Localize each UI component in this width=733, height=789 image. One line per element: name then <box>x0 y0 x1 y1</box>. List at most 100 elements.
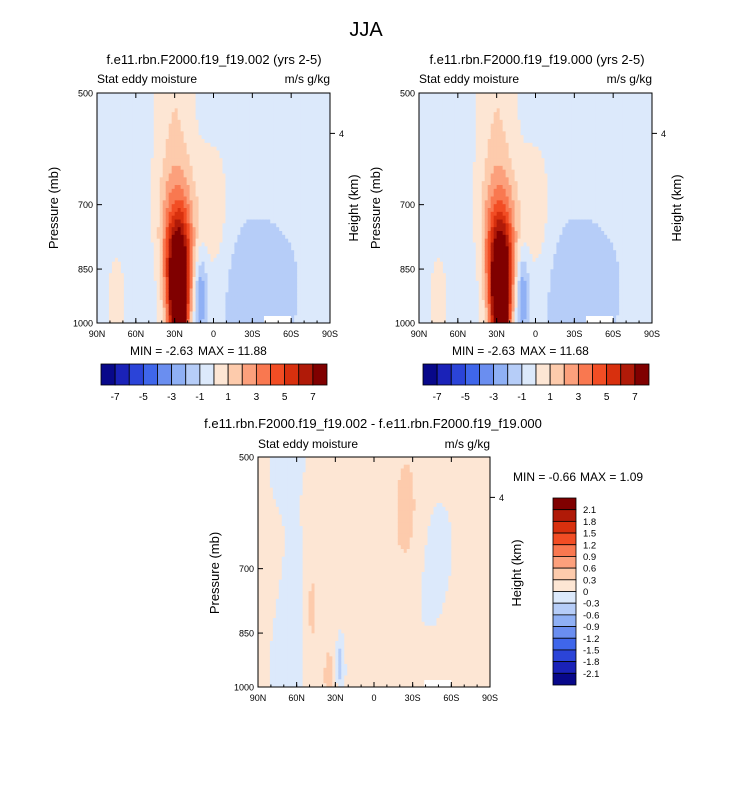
heatmap-cell <box>106 189 109 193</box>
heatmap-cell <box>294 227 297 231</box>
heatmap-cell <box>97 312 100 316</box>
heatmap-cell <box>184 131 187 135</box>
heatmap-cell <box>133 281 136 285</box>
heatmap-cell <box>303 266 306 270</box>
heatmap-cell <box>175 243 178 247</box>
heatmap-cell <box>127 216 130 220</box>
heatmap-cell <box>100 197 103 201</box>
heatmap-cell <box>240 139 243 143</box>
heatmap-cell <box>237 262 240 266</box>
heatmap-cell <box>267 170 270 174</box>
heatmap-cell <box>148 308 151 312</box>
heatmap-cell <box>222 204 225 208</box>
heatmap-cell <box>428 143 431 147</box>
heatmap-cell <box>211 269 214 273</box>
heatmap-cell <box>225 131 228 135</box>
heatmap-cell <box>267 273 270 277</box>
heatmap-cell <box>321 181 324 185</box>
heatmap-cell <box>208 131 211 135</box>
heatmap-cell <box>312 315 315 319</box>
heatmap-cell <box>273 185 276 189</box>
heatmap-cell <box>225 308 228 312</box>
heatmap-cell <box>193 296 196 300</box>
heatmap-cell <box>196 246 199 250</box>
y-tick-label: 1000 <box>73 319 93 329</box>
heatmap-cell <box>127 273 130 277</box>
heatmap-cell <box>300 120 303 124</box>
heatmap-cell <box>205 131 208 135</box>
heatmap-cell <box>130 197 133 201</box>
heatmap-cell <box>145 254 148 258</box>
heatmap-cell <box>145 231 148 235</box>
heatmap-cell <box>309 108 312 112</box>
heatmap-cell <box>282 105 285 109</box>
heatmap-cell <box>261 120 264 124</box>
heatmap-cell <box>118 101 121 105</box>
heatmap-cell <box>193 281 196 285</box>
heatmap-cell <box>276 151 279 155</box>
heatmap-cell <box>270 289 273 293</box>
heatmap-cell <box>175 296 178 300</box>
heatmap-cell <box>228 193 231 197</box>
heatmap-cell <box>205 223 208 227</box>
heatmap-cell <box>231 124 234 128</box>
heatmap-cell <box>270 223 273 227</box>
heatmap-cell <box>163 208 166 212</box>
heatmap-cell <box>216 97 219 101</box>
heatmap-cell <box>425 193 428 197</box>
heatmap-cell <box>312 231 315 235</box>
heatmap-cell <box>145 304 148 308</box>
heatmap-cell <box>130 105 133 109</box>
heatmap-cell <box>187 120 190 124</box>
heatmap-cell <box>148 285 151 289</box>
heatmap-cell <box>181 285 184 289</box>
heatmap-cell <box>237 197 240 201</box>
heatmap-cell <box>214 269 217 273</box>
heatmap-cell <box>136 262 139 266</box>
heatmap-cell <box>118 116 121 120</box>
heatmap-cell <box>234 308 237 312</box>
heatmap-cell <box>205 216 208 220</box>
heatmap-cell <box>160 246 163 250</box>
heatmap-cell <box>300 296 303 300</box>
heatmap-cell <box>297 243 300 247</box>
heatmap-cell <box>428 112 431 116</box>
heatmap-cell <box>270 166 273 170</box>
heatmap-cell <box>148 193 151 197</box>
heatmap-cell <box>157 216 160 220</box>
heatmap-cell <box>166 124 169 128</box>
heatmap-cell <box>225 112 228 116</box>
heatmap-cell <box>267 166 270 170</box>
heatmap-cell <box>231 243 234 247</box>
heatmap-cell <box>103 189 106 193</box>
heatmap-cell <box>312 246 315 250</box>
heatmap-cell <box>139 227 142 231</box>
heatmap-cell <box>109 105 112 109</box>
heatmap-cell <box>425 243 428 247</box>
heatmap-cell <box>193 212 196 216</box>
heatmap-cell <box>428 135 431 139</box>
heatmap-cell <box>306 112 309 116</box>
heatmap-cell <box>97 139 100 143</box>
heatmap-cell <box>145 151 148 155</box>
heatmap-cell <box>175 143 178 147</box>
heatmap-cell <box>112 312 115 316</box>
heatmap-cell <box>291 273 294 277</box>
heatmap-cell <box>264 216 267 220</box>
heatmap-cell <box>100 258 103 262</box>
heatmap-cell <box>181 315 184 319</box>
heatmap-cell <box>121 281 124 285</box>
heatmap-cell <box>112 120 115 124</box>
heatmap-cell <box>419 170 422 174</box>
heatmap-cell <box>142 289 145 293</box>
heatmap-cell <box>225 189 228 193</box>
heatmap-cell <box>219 289 222 293</box>
heatmap-cell <box>121 220 124 224</box>
heatmap-cell <box>258 139 261 143</box>
heatmap-cell <box>142 154 145 158</box>
heatmap-cell <box>267 212 270 216</box>
heatmap-cell <box>228 239 231 243</box>
heatmap-cell <box>419 292 422 296</box>
heatmap-cell <box>139 181 142 185</box>
heatmap-cell <box>148 105 151 109</box>
